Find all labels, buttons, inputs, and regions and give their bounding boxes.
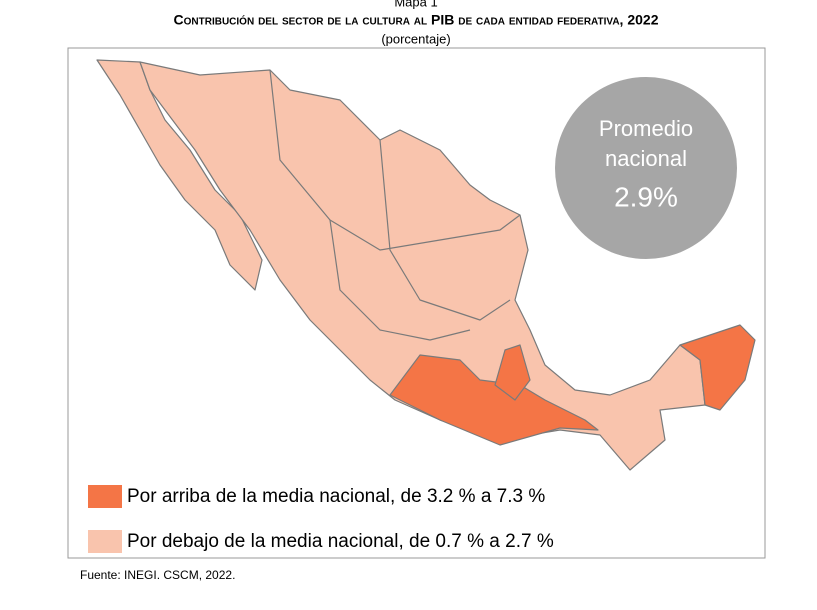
high-region [494,344,531,401]
frame [67,47,766,559]
baja-california [96,59,263,291]
source-text: INEGI. CSCM, 2022. [124,568,235,582]
legend-swatch [88,485,122,508]
map [96,59,756,471]
callout-circle [555,77,737,259]
subtitle: (porcentaje) [381,31,450,46]
map-label: Mapa 1 [394,0,437,9]
legend-label: Por debajo de la media nacional, de 0.7 … [127,531,554,552]
state-borders [379,139,511,321]
title: Contribución del sector de la cultura al… [174,12,659,28]
callout-text: Promedio [599,116,693,141]
state-borders [269,69,521,251]
legend-swatch [88,530,122,553]
state-borders [329,219,471,341]
high-region [679,324,756,411]
callout-value: 2.9% [614,181,678,212]
source-prefix: Fuente: [80,568,121,582]
callout-text: nacional [605,146,687,171]
high-region [389,354,599,446]
legend-label: Por arriba de la media nacional, de 3.2 … [127,486,545,507]
source: Fuente: INEGI. CSCM, 2022. [80,568,235,582]
